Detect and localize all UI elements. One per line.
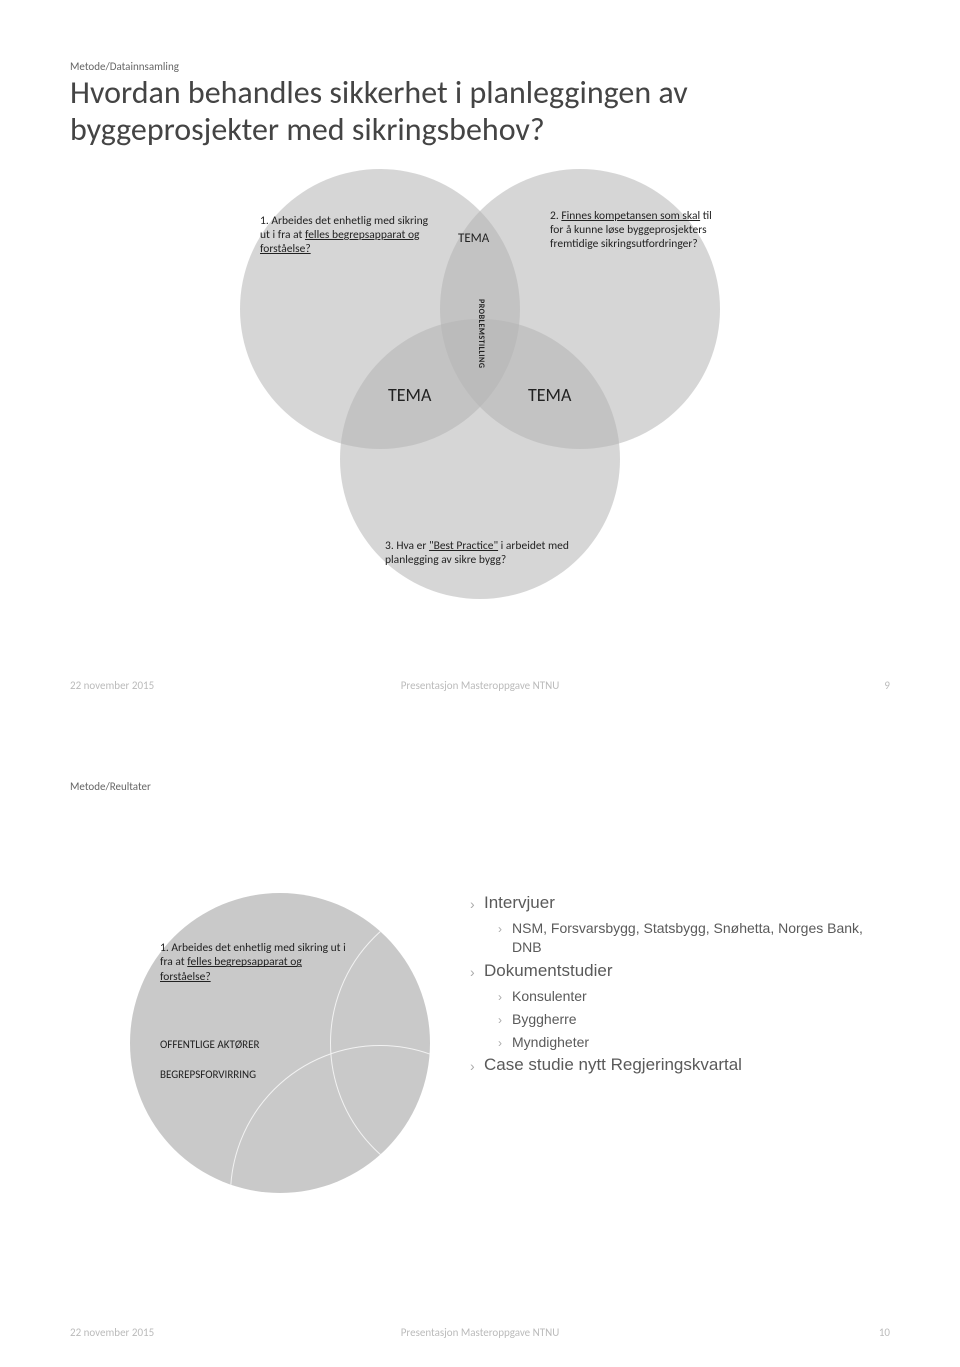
bullet-case-studie: Case studie nytt Regjeringskvartal: [470, 1055, 890, 1075]
question-2: 2. Finnes kompetansen som skal til for å…: [550, 209, 720, 252]
q2-text-a: 2.: [550, 209, 561, 223]
slide-body: 1. Arbeides det enhetlig med sikring ut …: [70, 893, 890, 1193]
q3-text-b: "Best Practice": [429, 539, 498, 553]
question-3: 3. Hva er "Best Practice" i arbeidet med…: [385, 539, 595, 568]
label-tema-top: TEMA: [458, 231, 489, 246]
label-tema-right: TEMA: [528, 384, 571, 406]
slide-10: Metode/Reultater 1. Arbeides det enhetli…: [0, 720, 960, 1367]
bullet-konsulenter: Konsulenter: [498, 987, 890, 1006]
slide-footer: 22 november 2015 Presentasjon Masteroppg…: [70, 679, 890, 692]
question-1: 1. Arbeides det enhetlig med sikring ut …: [260, 214, 430, 257]
circle-sub-1: OFFENTLIGE AKTØRER: [160, 1038, 259, 1051]
bullet-byggherre: Byggherre: [498, 1010, 890, 1029]
venn-diagram: 1. Arbeides det enhetlig med sikring ut …: [160, 169, 800, 609]
q3-text-a: 3. Hva er: [385, 539, 429, 553]
q2-text-b: Finnes kompetansen som skal: [561, 209, 700, 223]
circle-diagram: 1. Arbeides det enhetlig med sikring ut …: [130, 893, 430, 1193]
bullet-myndigheter: Myndigheter: [498, 1033, 890, 1052]
section-label: Metode/Datainnsamling: [70, 60, 890, 73]
circle-question: 1. Arbeides det enhetlig med sikring ut …: [160, 941, 350, 984]
arc-2: [230, 1045, 430, 1193]
footer-center: Presentasjon Masteroppgave NTNU: [70, 679, 890, 692]
label-tema-left: TEMA: [388, 384, 431, 406]
slide-title: Hvordan behandles sikkerhet i planleggin…: [70, 75, 890, 149]
footer-center: Presentasjon Masteroppgave NTNU: [70, 1326, 890, 1339]
bullet-intervjuer: Intervjuer: [470, 893, 890, 913]
section-label: Metode/Reultater: [70, 780, 890, 793]
slide-9: Metode/Datainnsamling Hvordan behandles …: [0, 0, 960, 720]
slide-footer: 22 november 2015 Presentasjon Masteroppg…: [70, 1326, 890, 1339]
circle-sub-2: BEGREPSFORVIRRING: [160, 1068, 256, 1081]
label-problemstilling: PROBLEMSTILLING: [476, 299, 486, 368]
bullet-list: Intervjuer NSM, Forsvarsbygg, Statsbygg,…: [470, 893, 890, 1081]
bullet-dokumentstudier: Dokumentstudier: [470, 961, 890, 981]
bullet-intervjuer-sub: NSM, Forsvarsbygg, Statsbygg, Snøhetta, …: [498, 919, 890, 957]
